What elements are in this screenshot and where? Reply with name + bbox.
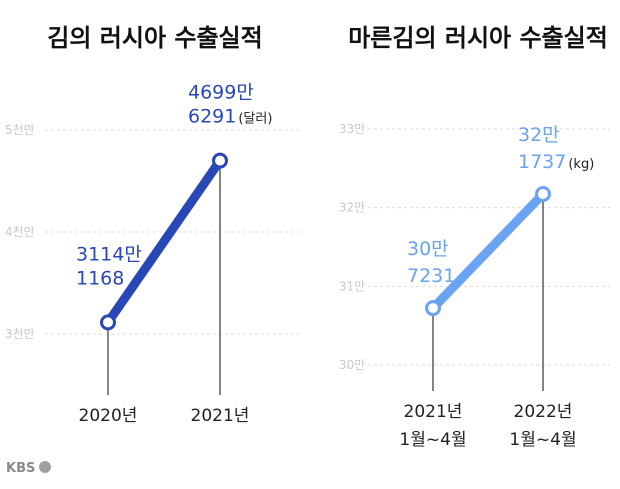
data-point xyxy=(535,186,551,203)
y-tick-label: 4천만 xyxy=(5,224,35,239)
x-category-label: 1월~4월 xyxy=(509,430,576,450)
x-axis-categories: 2021년 1월~4월 2022년 1월~4월 xyxy=(399,402,576,450)
y-tick-label: 31만 xyxy=(339,279,365,293)
data-point xyxy=(212,152,228,169)
data-label-line2: 1737 (kg) xyxy=(518,151,594,173)
unit-label: (달러) xyxy=(238,112,272,127)
data-label-line1: 3114만 xyxy=(76,243,142,265)
logo-mark-icon xyxy=(39,461,51,473)
series-marks xyxy=(100,152,228,395)
data-label-line2: 6291 (달러) xyxy=(188,106,272,128)
chart-title: 김의 러시아 수출실적 xyxy=(47,24,262,52)
x-axis-categories: 2020년 2021년 xyxy=(79,406,250,426)
series-line xyxy=(103,156,225,327)
y-tick-label: 3천만 xyxy=(5,326,35,341)
data-label-line1: 32만 xyxy=(518,124,560,146)
y-axis-ticks: 30만 31만 32만 33만 xyxy=(339,122,610,372)
data-labels: 30만 7231 32만 1737 (kg) xyxy=(407,124,594,287)
y-tick-label: 30만 xyxy=(339,358,365,372)
data-label-line2: 1168 xyxy=(76,267,124,289)
data-label-line1: 4699만 xyxy=(188,82,254,104)
y-tick-label: 33만 xyxy=(339,122,365,136)
y-tick-label: 5천만 xyxy=(5,122,35,137)
dried-gim-export-chart: 마른김의 러시아 수출실적 30만 31만 32만 33만 30만 7231 32만 173… xyxy=(339,24,610,450)
kbs-logo: KBS xyxy=(6,461,51,476)
series-marks xyxy=(425,186,551,391)
unit-label: (kg) xyxy=(568,157,594,172)
logo-text: KBS xyxy=(6,461,35,476)
x-category-label: 2021년 xyxy=(191,406,250,426)
chart-title: 마른김의 러시아 수출실적 xyxy=(348,24,608,52)
y-tick-label: 32만 xyxy=(339,201,365,215)
x-category-label: 2020년 xyxy=(79,406,138,426)
x-category-label: 1월~4월 xyxy=(399,430,466,450)
x-category-label: 2021년 xyxy=(404,402,463,422)
data-label-line1: 30만 xyxy=(407,238,449,260)
y-axis-ticks: 3천만 4천만 5천만 xyxy=(5,122,300,341)
data-label-line2: 7231 xyxy=(407,265,455,287)
data-point xyxy=(100,314,116,331)
x-category-label: 2022년 xyxy=(514,402,573,422)
data-point xyxy=(425,300,441,317)
series-line xyxy=(428,189,548,313)
